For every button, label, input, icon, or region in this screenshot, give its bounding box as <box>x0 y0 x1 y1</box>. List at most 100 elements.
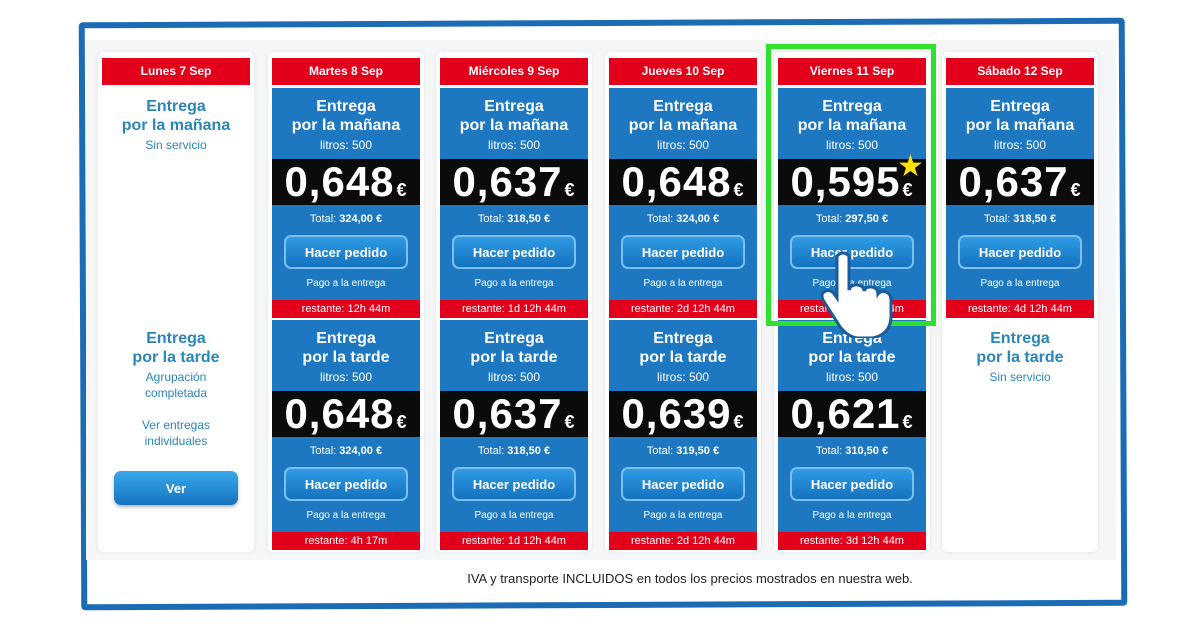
delivery-slot: Entrega por la mañana litros: 500 0,637 € … <box>946 88 1094 318</box>
price-per-liter: 0,639 € <box>609 391 757 437</box>
slot-title: Entrega por la mañana <box>440 97 588 135</box>
time-remaining: restante: 3d 12h 44m <box>778 532 926 550</box>
slot-title-line: por la tarde <box>132 349 220 366</box>
price-per-liter: 0,637 € <box>440 391 588 437</box>
day-header: Jueves 10 Sep <box>609 58 757 85</box>
day-header: Sábado 12 Sep <box>946 58 1094 85</box>
total: Total: 318,50 € <box>946 213 1094 225</box>
day-header: Lunes 7 Sep <box>102 58 250 85</box>
price-value: 0,621 <box>790 390 901 437</box>
price-per-liter: 0,648 € <box>609 159 757 205</box>
litros: litros: 500 <box>319 370 373 384</box>
delivery-slot: Entrega por la tarde litros: 500 0,621 € T… <box>778 320 926 550</box>
delivery-slot: Entrega por la mañana litros: 500 0,595 € … <box>778 88 926 318</box>
payment-method: Pago a la entrega <box>474 510 554 521</box>
payment-method: Pago a la entrega <box>306 278 386 289</box>
price-value: 0,639 <box>621 390 732 437</box>
day-column: Jueves 10 Sep Entrega por la mañana litro… <box>605 52 761 552</box>
total-label: Total: <box>309 445 337 457</box>
slot-title-line: Entrega <box>653 330 713 347</box>
slot-title-line: por la mañana <box>459 117 569 134</box>
price-per-liter: 0,648 € <box>272 159 420 205</box>
slot-title: Entrega por la mañana <box>609 97 757 135</box>
order-button[interactable]: Hacer pedido <box>284 235 408 269</box>
order-button[interactable]: Hacer pedido <box>452 467 576 501</box>
currency: € <box>1070 180 1082 200</box>
day-column: Viernes 11 Sep Entrega por la mañana litr… <box>774 52 930 552</box>
slot-title-line: por la tarde <box>302 349 390 366</box>
total-value: 319,50 € <box>676 445 720 457</box>
slot-title-line: Entrega <box>484 98 544 115</box>
total: Total: 324,00 € <box>272 213 420 225</box>
price-per-liter: 0,637 € <box>946 159 1094 205</box>
slot-title-line: Entrega <box>484 330 544 347</box>
total-value: 318,50 € <box>507 445 551 457</box>
delivery-slot: Entrega por la tarde litros: 500 0,639 € T… <box>609 320 757 550</box>
payment-method: Pago a la entrega <box>980 278 1060 289</box>
total: Total: 310,50 € <box>778 445 926 457</box>
slot-title: Entrega por la mañana <box>946 97 1094 135</box>
litros: litros: 500 <box>993 138 1047 152</box>
slot-title-line: por la mañana <box>797 117 907 134</box>
delivery-slot: Entrega por la tarde litros: 500 0,637 € T… <box>440 320 588 550</box>
total-label: Total: <box>646 213 674 225</box>
order-button[interactable]: Hacer pedido <box>790 467 914 501</box>
total-value: 318,50 € <box>507 213 551 225</box>
slot-title-line: por la tarde <box>808 349 896 366</box>
total: Total: 297,50 € <box>778 213 926 225</box>
day-column: Martes 8 Sep Entrega por la mañana litros… <box>268 52 424 552</box>
slot-title-line: por la mañana <box>628 117 738 134</box>
price-value: 0,595 <box>790 158 901 205</box>
time-remaining: restante: 12h 44m <box>272 300 420 318</box>
slot-title: Entrega por la tarde <box>102 329 250 367</box>
slot-title-line: por la mañana <box>291 117 401 134</box>
order-button[interactable]: Hacer pedido <box>621 235 745 269</box>
slot-title-line: Entrega <box>316 330 376 347</box>
payment-method: Pago a la entrega <box>812 278 892 289</box>
currency: € <box>564 412 576 432</box>
footer-note: IVA y transporte INCLUIDOS en todos los … <box>467 571 913 586</box>
price-per-liter: 0,648 € <box>272 391 420 437</box>
delivery-slot: Entrega por la mañana litros: 500 0,648 € … <box>272 88 420 318</box>
total: Total: 319,50 € <box>609 445 757 457</box>
currency: € <box>733 412 745 432</box>
order-button[interactable]: Hacer pedido <box>958 235 1082 269</box>
delivery-slot-unavailable: Entrega por la mañana Sin servicio <box>102 88 250 318</box>
order-button[interactable]: Hacer pedido <box>790 235 914 269</box>
time-remaining: restante: 4d 12h 44m <box>946 300 1094 318</box>
day-column: Lunes 7 Sep Entrega por la mañana Sin ser… <box>98 52 254 552</box>
order-button[interactable]: Hacer pedido <box>284 467 408 501</box>
view-button[interactable]: Ver <box>114 471 238 505</box>
time-remaining: restante: 2d 12h 44m <box>609 532 757 550</box>
view-individual-note: Ver entregas individuales <box>141 418 211 448</box>
currency: € <box>396 412 408 432</box>
slot-title-line: Entrega <box>316 98 376 115</box>
total-value: 324,00 € <box>339 445 383 457</box>
slot-title: Entrega por la tarde <box>272 329 420 367</box>
total: Total: 318,50 € <box>440 445 588 457</box>
delivery-slot-unavailable: Entrega por la tarde Sin servicio <box>946 320 1094 550</box>
slot-title-line: Entrega <box>146 98 206 115</box>
slot-status: Sin servicio <box>145 138 207 152</box>
slot-title: Entrega por la tarde <box>440 329 588 367</box>
slot-title-line: Entrega <box>653 98 713 115</box>
litros: litros: 500 <box>825 370 879 384</box>
total-label: Total: <box>646 445 674 457</box>
time-remaining: restante: 4h 17m <box>272 532 420 550</box>
total: Total: 318,50 € <box>440 213 588 225</box>
order-button[interactable]: Hacer pedido <box>621 467 745 501</box>
slot-title-line: Entrega <box>822 98 882 115</box>
total-label: Total: <box>477 213 505 225</box>
order-button[interactable]: Hacer pedido <box>452 235 576 269</box>
slot-title: Entrega por la mañana <box>272 97 420 135</box>
litros: litros: 500 <box>487 370 541 384</box>
slot-title: Entrega por la mañana <box>102 97 250 135</box>
litros: litros: 500 <box>319 138 373 152</box>
slot-status: Agrupación completada <box>144 370 208 400</box>
price-per-liter: 0,621 € <box>778 391 926 437</box>
litros: litros: 500 <box>487 138 541 152</box>
total-label: Total: <box>309 213 337 225</box>
price-per-liter: 0,595 € <box>778 159 926 205</box>
price-value: 0,648 <box>621 158 732 205</box>
slot-title-line: por la tarde <box>976 349 1064 366</box>
